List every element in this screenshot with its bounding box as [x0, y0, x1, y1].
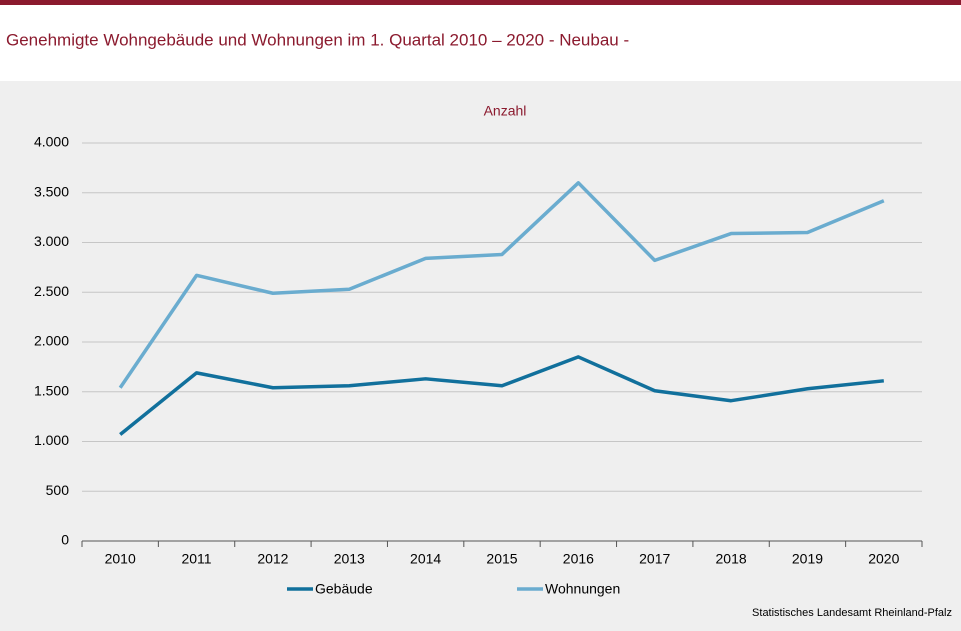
- chart-area: [0, 81, 961, 631]
- x-tick-label: 2018: [716, 551, 747, 567]
- x-tick-label: 2015: [486, 551, 517, 567]
- x-tick-label: 2017: [639, 551, 670, 567]
- x-tick-label: 2013: [334, 551, 365, 567]
- x-tick-label: 2020: [868, 551, 899, 567]
- y-tick-label: 500: [46, 482, 70, 498]
- chart-title: Genehmigte Wohngebäude und Wohnungen im …: [6, 30, 629, 49]
- x-tick-label: 2019: [792, 551, 823, 567]
- y-tick-label: 3.500: [34, 183, 69, 199]
- legend-label: Gebäude: [315, 581, 373, 597]
- source: Statistisches Landesamt Rheinland-Pfalz: [752, 607, 952, 619]
- y-tick-label: 1.000: [34, 432, 69, 448]
- line-series: [119, 355, 884, 436]
- y-tick-label: 1.500: [34, 382, 69, 398]
- line-series: [118, 181, 885, 389]
- y-tick-label: 0: [61, 532, 69, 548]
- x-tick-label: 2016: [563, 551, 594, 567]
- x-tick-label: 2014: [410, 551, 441, 567]
- x-tick-label: 2011: [181, 551, 211, 567]
- y-tick-label: 2.500: [34, 283, 69, 299]
- y-tick-label: 2.000: [34, 333, 69, 349]
- x-tick-label: 2010: [105, 551, 136, 567]
- y-tick-label: 4.000: [34, 134, 69, 150]
- top-bar: [0, 0, 961, 5]
- legend-label: Wohnungen: [545, 581, 620, 597]
- x-tick-label: 2012: [257, 551, 288, 567]
- y-axis-label: Anzahl: [484, 103, 527, 119]
- y-tick-label: 3.000: [34, 233, 69, 249]
